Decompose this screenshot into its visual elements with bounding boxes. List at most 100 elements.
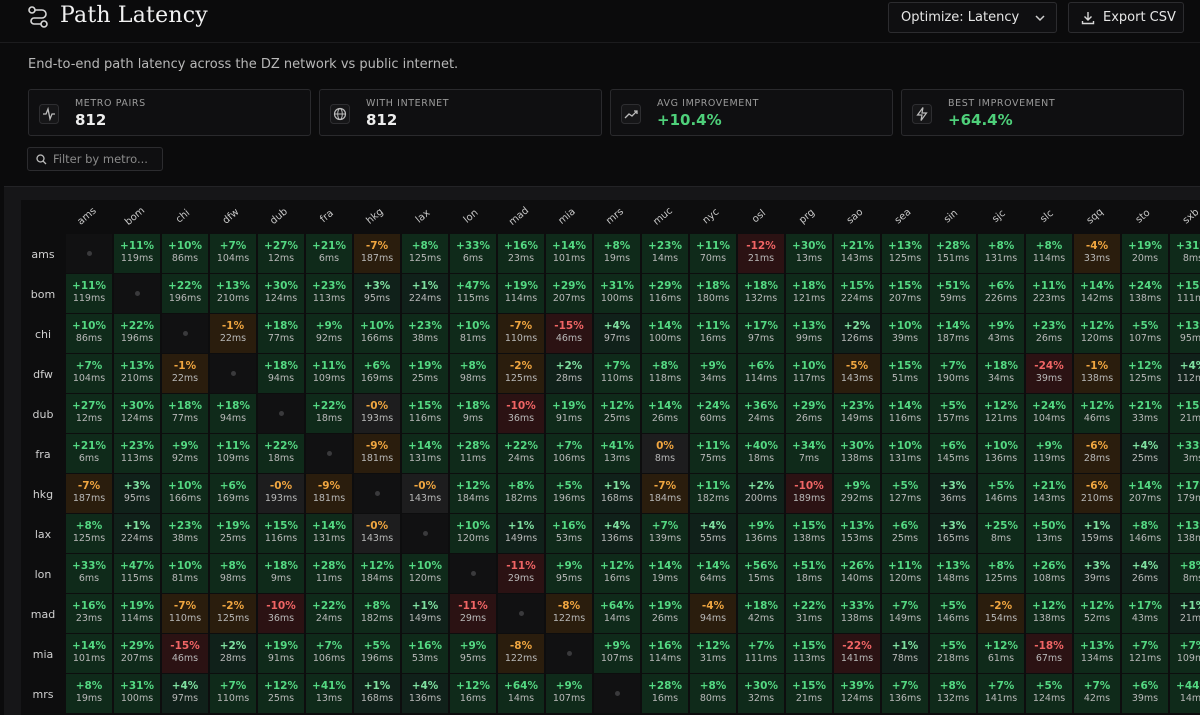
matrix-cell-dub-dfw[interactable]: +18% 94ms [210, 394, 256, 433]
matrix-cell-dfw-nyc[interactable]: +9% 34ms [690, 354, 736, 393]
matrix-cell-mrs-sea[interactable]: +7% 136ms [882, 674, 928, 713]
matrix-cell-ams-muc[interactable]: +23% 14ms [642, 234, 688, 273]
matrix-cell-mia-ams[interactable]: +14% 101ms [66, 634, 112, 673]
matrix-cell-mia-fra[interactable]: +7% 106ms [306, 634, 352, 673]
matrix-cell-lax-mrs[interactable]: +4% 136ms [594, 514, 640, 553]
matrix-cell-mad-lon[interactable]: -11% 29ms [450, 594, 496, 633]
matrix-cell-fra-dfw[interactable]: +11% 109ms [210, 434, 256, 473]
matrix-cell-mia-bom[interactable]: +29% 207ms [114, 634, 160, 673]
matrix-cell-dub-sqq[interactable]: +12% 46ms [1074, 394, 1120, 433]
matrix-cell-mia-sea[interactable]: +1% 78ms [882, 634, 928, 673]
matrix-cell-mia-chi[interactable]: -15% 46ms [162, 634, 208, 673]
matrix-cell-fra-nyc[interactable]: +11% 75ms [690, 434, 736, 473]
matrix-cell-dfw-sao[interactable]: -5% 143ms [834, 354, 880, 393]
matrix-cell-hkg-chi[interactable]: +10% 166ms [162, 474, 208, 513]
matrix-cell-lon-muc[interactable]: +14% 19ms [642, 554, 688, 593]
matrix-cell-mia-sqq[interactable]: +13% 134ms [1074, 634, 1120, 673]
matrix-cell-ams-mad[interactable]: +16% 23ms [498, 234, 544, 273]
matrix-cell-ams-sxb[interactable]: +31%8ms [1170, 234, 1200, 273]
matrix-cell-mia-sin[interactable]: +5% 218ms [930, 634, 976, 673]
matrix-cell-fra-prg[interactable]: +34% 7ms [786, 434, 832, 473]
matrix-cell-dfw-osl[interactable]: +6% 114ms [738, 354, 784, 393]
matrix-cell-lax-sin[interactable]: +3% 165ms [930, 514, 976, 553]
matrix-cell-mia-mad[interactable]: -8% 122ms [498, 634, 544, 673]
matrix-cell-fra-muc[interactable]: 0% 8ms [642, 434, 688, 473]
matrix-cell-ams-sto[interactable]: +19% 20ms [1122, 234, 1168, 273]
matrix-cell-hkg-lon[interactable]: +12% 184ms [450, 474, 496, 513]
matrix-cell-mrs-dub[interactable]: +12% 25ms [258, 674, 304, 713]
matrix-cell-mad-bom[interactable]: +19% 114ms [114, 594, 160, 633]
matrix-cell-fra-dub[interactable]: +22% 18ms [258, 434, 304, 473]
matrix-cell-hkg-slc[interactable]: +21% 143ms [1026, 474, 1072, 513]
matrix-cell-chi-fra[interactable]: +9% 92ms [306, 314, 352, 353]
matrix-cell-fra-sqq[interactable]: -6% 28ms [1074, 434, 1120, 473]
matrix-cell-bom-lon[interactable]: +47% 115ms [450, 274, 496, 313]
matrix-cell-mrs-lon[interactable]: +12% 16ms [450, 674, 496, 713]
matrix-cell-lax-dub[interactable]: +15% 116ms [258, 514, 304, 553]
matrix-cell-hkg-sao[interactable]: +9% 292ms [834, 474, 880, 513]
matrix-cell-lon-ams[interactable]: +33% 6ms [66, 554, 112, 593]
matrix-cell-dfw-sto[interactable]: +12% 125ms [1122, 354, 1168, 393]
matrix-cell-fra-slc[interactable]: +9% 119ms [1026, 434, 1072, 473]
matrix-cell-mrs-chi[interactable]: +4% 97ms [162, 674, 208, 713]
matrix-cell-dub-sea[interactable]: +14% 116ms [882, 394, 928, 433]
matrix-cell-lax-chi[interactable]: +23% 38ms [162, 514, 208, 553]
matrix-cell-lax-bom[interactable]: +1% 224ms [114, 514, 160, 553]
matrix-cell-dub-fra[interactable]: +22% 18ms [306, 394, 352, 433]
matrix-cell-chi-bom[interactable]: +22% 196ms [114, 314, 160, 353]
matrix-cell-fra-sea[interactable]: +10% 131ms [882, 434, 928, 473]
matrix-cell-lon-sao[interactable]: +26% 140ms [834, 554, 880, 593]
matrix-cell-ams-osl[interactable]: -12% 21ms [738, 234, 784, 273]
matrix-cell-chi-sqq[interactable]: +12% 120ms [1074, 314, 1120, 353]
matrix-cell-mad-hkg[interactable]: +8% 182ms [354, 594, 400, 633]
matrix-cell-mad-nyc[interactable]: -4% 94ms [690, 594, 736, 633]
matrix-cell-mrs-prg[interactable]: +15% 21ms [786, 674, 832, 713]
matrix-cell-chi-sjc[interactable]: +9% 43ms [978, 314, 1024, 353]
matrix-cell-fra-osl[interactable]: +40% 18ms [738, 434, 784, 473]
matrix-cell-ams-dfw[interactable]: +7% 104ms [210, 234, 256, 273]
matrix-cell-mad-lax[interactable]: +1% 149ms [402, 594, 448, 633]
matrix-cell-ams-slc[interactable]: +8% 114ms [1026, 234, 1072, 273]
matrix-cell-fra-chi[interactable]: +9% 92ms [162, 434, 208, 473]
matrix-cell-lon-sxb[interactable]: +8%8ms [1170, 554, 1200, 593]
matrix-cell-mrs-muc[interactable]: +28% 16ms [642, 674, 688, 713]
matrix-cell-bom-sea[interactable]: +15% 207ms [882, 274, 928, 313]
matrix-cell-chi-lax[interactable]: +23% 38ms [402, 314, 448, 353]
matrix-cell-mia-hkg[interactable]: +5% 196ms [354, 634, 400, 673]
matrix-cell-lon-osl[interactable]: +56% 15ms [738, 554, 784, 593]
matrix-cell-lon-mia[interactable]: +9% 95ms [546, 554, 592, 593]
matrix-cell-dfw-sjc[interactable]: +18% 34ms [978, 354, 1024, 393]
matrix-cell-mia-dub[interactable]: +19% 91ms [258, 634, 304, 673]
matrix-cell-bom-hkg[interactable]: +3% 95ms [354, 274, 400, 313]
matrix-cell-dub-sin[interactable]: +5% 157ms [930, 394, 976, 433]
matrix-cell-hkg-lax[interactable]: -0% 143ms [402, 474, 448, 513]
matrix-cell-mrs-mad[interactable]: +64% 14ms [498, 674, 544, 713]
matrix-cell-fra-bom[interactable]: +23% 113ms [114, 434, 160, 473]
matrix-cell-ams-dub[interactable]: +27% 12ms [258, 234, 304, 273]
matrix-cell-fra-lon[interactable]: +28% 11ms [450, 434, 496, 473]
matrix-cell-mad-fra[interactable]: +22% 24ms [306, 594, 352, 633]
matrix-cell-hkg-fra[interactable]: -9% 181ms [306, 474, 352, 513]
matrix-cell-mad-prg[interactable]: +22% 31ms [786, 594, 832, 633]
matrix-cell-mrs-sqq[interactable]: +7% 42ms [1074, 674, 1120, 713]
matrix-cell-lax-muc[interactable]: +7% 139ms [642, 514, 688, 553]
matrix-cell-dub-sxb[interactable]: +15%21ms [1170, 394, 1200, 433]
matrix-cell-lax-ams[interactable]: +8% 125ms [66, 514, 112, 553]
matrix-cell-hkg-prg[interactable]: -10% 189ms [786, 474, 832, 513]
matrix-cell-lax-slc[interactable]: +50% 13ms [1026, 514, 1072, 553]
matrix-cell-bom-mia[interactable]: +29% 207ms [546, 274, 592, 313]
matrix-cell-lon-mad[interactable]: -11% 29ms [498, 554, 544, 593]
matrix-cell-lon-sea[interactable]: +11% 120ms [882, 554, 928, 593]
matrix-cell-bom-nyc[interactable]: +18% 180ms [690, 274, 736, 313]
matrix-cell-mad-slc[interactable]: +12% 138ms [1026, 594, 1072, 633]
matrix-cell-hkg-bom[interactable]: +3% 95ms [114, 474, 160, 513]
matrix-cell-dfw-fra[interactable]: +11% 109ms [306, 354, 352, 393]
matrix-cell-mad-chi[interactable]: -7% 110ms [162, 594, 208, 633]
matrix-cell-chi-mrs[interactable]: +4% 97ms [594, 314, 640, 353]
optimize-select[interactable]: Optimize: Latency [888, 2, 1057, 33]
matrix-cell-chi-prg[interactable]: +13% 99ms [786, 314, 832, 353]
matrix-cell-chi-nyc[interactable]: +11% 16ms [690, 314, 736, 353]
matrix-cell-mrs-hkg[interactable]: +1% 168ms [354, 674, 400, 713]
matrix-cell-lon-mrs[interactable]: +12% 16ms [594, 554, 640, 593]
matrix-cell-lax-dfw[interactable]: +19% 25ms [210, 514, 256, 553]
